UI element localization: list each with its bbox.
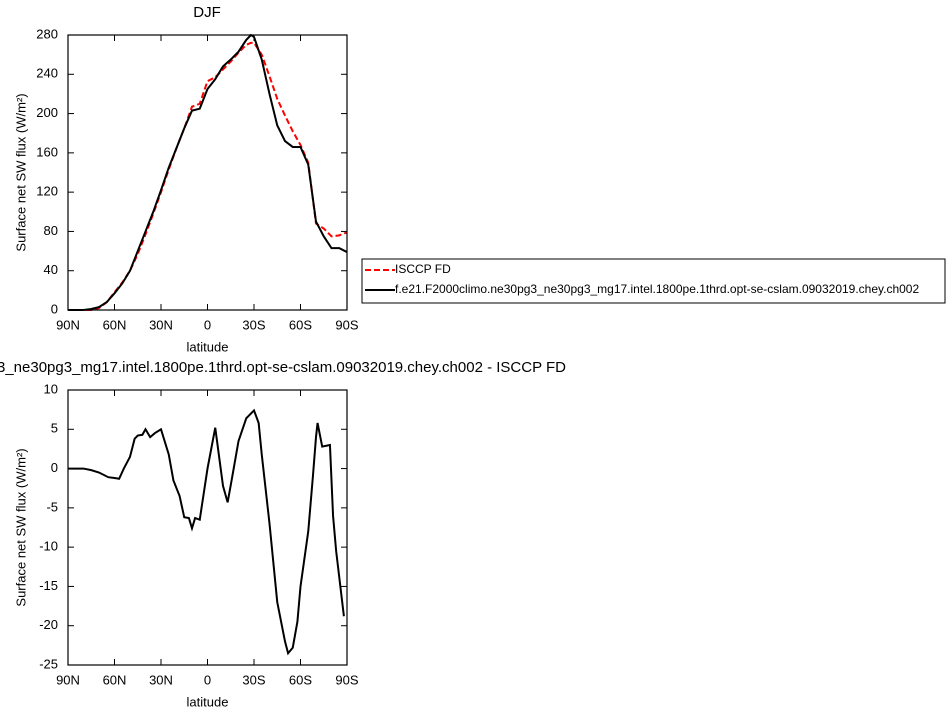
- chart-title: DJF: [193, 4, 221, 21]
- y-tick-label: 0: [51, 460, 58, 475]
- x-axis-label: latitude: [187, 339, 229, 354]
- y-tick-label: 40: [44, 262, 58, 277]
- x-tick-label: 0: [204, 317, 211, 332]
- x-tick-label: 90S: [335, 672, 358, 687]
- y-axis-label: Surface net SW flux (W/m²): [13, 448, 28, 606]
- data-line: [68, 33, 348, 311]
- y-tick-label: -25: [39, 656, 58, 671]
- y-tick-label: 200: [36, 105, 58, 120]
- chart-title: 3_ne30pg3_mg17.intel.1800pe.1thrd.opt-se…: [0, 359, 566, 376]
- x-tick-label: 30N: [149, 317, 173, 332]
- legend-box: [361, 258, 946, 304]
- y-tick-label: -15: [39, 578, 58, 593]
- x-tick-label: 30S: [242, 317, 265, 332]
- x-tick-label: 60N: [103, 672, 127, 687]
- legend-label: f.e21.F2000climo.ne30pg3_ne30pg3_mg17.in…: [395, 282, 919, 296]
- legend-label: ISCCP FD: [395, 262, 451, 276]
- x-tick-label: 90S: [335, 317, 358, 332]
- x-tick-label: 60S: [289, 317, 312, 332]
- x-axis-label: latitude: [187, 694, 229, 709]
- data-line: [68, 41, 348, 311]
- data-line: [68, 408, 345, 656]
- x-tick-label: 30S: [242, 672, 265, 687]
- y-tick-label: 10: [44, 381, 58, 396]
- y-tick-label: 160: [36, 144, 58, 159]
- y-tick-label: 120: [36, 184, 58, 199]
- x-tick-label: 60N: [103, 317, 127, 332]
- x-tick-label: 90N: [56, 317, 80, 332]
- plot-frame: [67, 389, 348, 666]
- x-tick-label: 90N: [56, 672, 80, 687]
- x-tick-label: 0: [204, 672, 211, 687]
- y-tick-label: 240: [36, 66, 58, 81]
- y-tick-label: -5: [46, 499, 58, 514]
- y-tick-label: 80: [44, 223, 58, 238]
- y-tick-label: 0: [51, 301, 58, 316]
- y-tick-label: 280: [36, 26, 58, 41]
- y-tick-label: 5: [51, 421, 58, 436]
- plot-frame: [67, 34, 348, 311]
- x-tick-label: 60S: [289, 672, 312, 687]
- y-tick-label: -10: [39, 539, 58, 554]
- y-tick-label: -20: [39, 617, 58, 632]
- x-tick-label: 30N: [149, 672, 173, 687]
- y-axis-label: Surface net SW flux (W/m²): [13, 93, 28, 251]
